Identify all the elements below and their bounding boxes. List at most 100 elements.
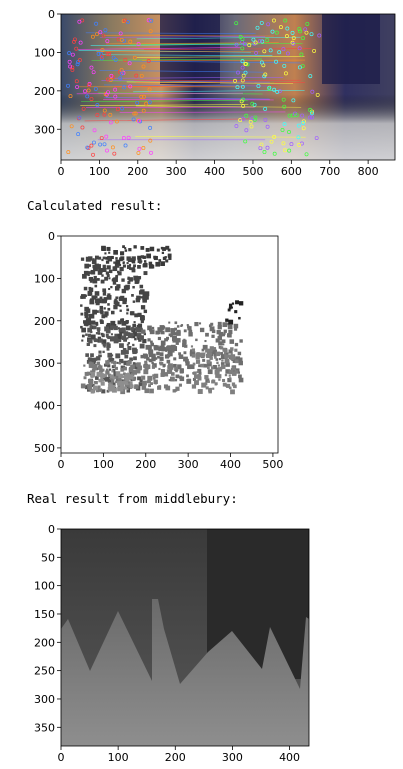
keypoint — [258, 146, 263, 151]
keypoint — [113, 87, 118, 92]
disparity-point — [119, 266, 124, 272]
keypoint — [127, 61, 132, 66]
disparity-point — [162, 364, 165, 368]
disparity-point — [87, 333, 92, 338]
disparity-point — [134, 337, 137, 341]
disparity-point — [124, 384, 128, 388]
x-tick-label: 200 — [165, 751, 186, 764]
disparity-point — [195, 359, 201, 364]
disparity-point — [96, 356, 101, 361]
disparity-point — [122, 245, 125, 249]
disparity-point — [93, 344, 97, 348]
disparity-point — [229, 377, 232, 380]
disparity-point — [126, 262, 129, 265]
keypoint — [298, 29, 303, 34]
disparity-point — [110, 255, 114, 260]
disparity-point — [152, 374, 155, 377]
disparity-point — [227, 324, 233, 330]
match-line — [113, 77, 284, 79]
keypoint — [243, 139, 248, 144]
disparity-point — [187, 364, 192, 370]
disparity-point — [151, 361, 154, 365]
disparity-point — [153, 373, 159, 379]
disparity-point — [113, 261, 116, 264]
disparity-point — [212, 349, 218, 355]
disparity-point — [140, 296, 143, 299]
keypoint — [146, 18, 151, 23]
y-tick-label: 300 — [34, 357, 55, 370]
disparity-point — [108, 357, 113, 363]
disparity-point — [145, 344, 151, 350]
keypoint — [310, 111, 314, 116]
disparity-point — [118, 327, 123, 332]
ground-truth-image — [61, 529, 309, 746]
x-tick-label: 400 — [279, 751, 300, 764]
disparity-point — [220, 352, 223, 355]
disparity-point — [160, 343, 165, 348]
disparity-point — [80, 312, 84, 316]
disparity-point — [94, 267, 98, 272]
keypoint — [263, 72, 268, 77]
disparity-point — [146, 357, 150, 361]
keypoint — [109, 73, 114, 78]
disparity-point — [225, 362, 230, 367]
match-line — [136, 56, 305, 58]
disparity-point — [228, 369, 234, 375]
keypoint — [93, 86, 98, 91]
disparity-point — [208, 324, 212, 328]
keypoint — [67, 51, 72, 56]
disparity-point — [106, 347, 110, 351]
disparity-point — [201, 382, 206, 388]
disparity-point — [202, 358, 206, 362]
disparity-point — [99, 368, 104, 373]
y-tick-label: 200 — [34, 85, 55, 98]
disparity-point — [143, 309, 148, 314]
disparity-point — [154, 357, 158, 360]
keypoint — [265, 38, 270, 43]
disparity-point — [121, 335, 127, 341]
keypoint — [90, 34, 95, 39]
disparity-point — [114, 336, 118, 340]
disparity-point — [140, 354, 144, 359]
keypoint — [252, 102, 257, 107]
disparity-point — [199, 352, 205, 358]
keypoint — [281, 47, 286, 52]
disparity-point — [126, 361, 131, 366]
disparity-point — [119, 343, 124, 348]
disparity-point — [116, 270, 120, 273]
keypoint — [122, 85, 127, 90]
disparity-point — [97, 332, 101, 335]
disparity-point — [91, 295, 96, 300]
disparity-point — [150, 382, 153, 385]
disparity-point — [228, 349, 233, 354]
keypoint — [122, 18, 127, 23]
disparity-point — [91, 383, 95, 388]
disparity-point — [235, 300, 240, 305]
disparity-point — [143, 332, 147, 336]
match-line — [85, 32, 256, 34]
disparity-point — [88, 264, 92, 267]
match-line — [128, 60, 301, 64]
disparity-point — [123, 331, 129, 337]
disparity-point — [121, 278, 125, 282]
keypoint — [113, 57, 118, 62]
disparity-point — [193, 371, 197, 375]
keypoint — [309, 32, 314, 37]
disparity-point — [95, 331, 99, 335]
disparity-point — [126, 305, 129, 308]
disparity-point — [183, 329, 187, 333]
disparity-point — [141, 329, 146, 334]
disparity-point — [151, 356, 156, 362]
disparity-point — [88, 339, 93, 344]
disparity-point — [173, 357, 177, 361]
y-tick-label: 100 — [34, 580, 55, 593]
disparity-point — [87, 320, 92, 326]
disparity-point — [121, 379, 124, 382]
keypoint — [297, 27, 302, 31]
keypoint — [98, 142, 103, 147]
disparity-point — [140, 246, 145, 250]
disparity-point — [121, 327, 126, 332]
disparity-point — [97, 278, 100, 281]
disparity-point — [225, 369, 230, 374]
keypoint — [132, 55, 137, 60]
